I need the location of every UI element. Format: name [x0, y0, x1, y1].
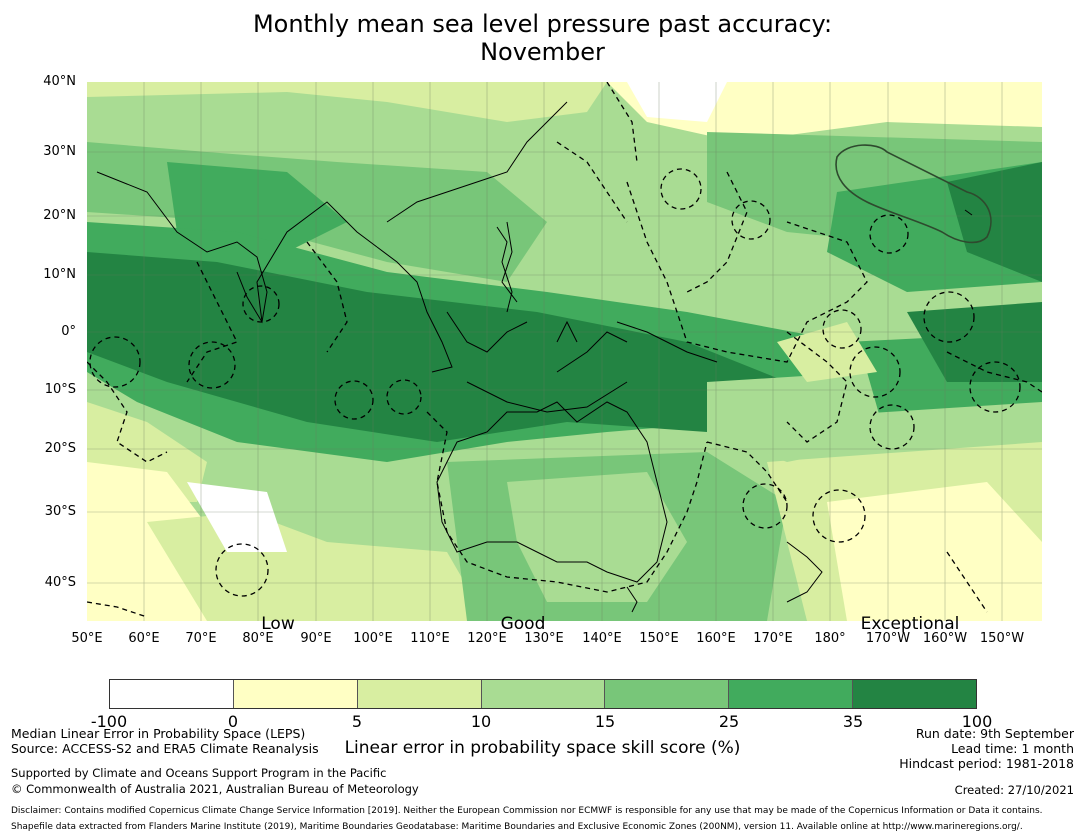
skill-map-canvas — [87, 82, 1042, 621]
lon-label-140e: 140°E — [582, 631, 622, 646]
chart-title-line2: November — [480, 38, 605, 66]
lon-label-80e: 80°E — [242, 631, 274, 646]
lon-label-60e: 60°E — [128, 631, 160, 646]
colorbar-segment — [729, 680, 854, 708]
colorbar-tick: 5 — [351, 712, 363, 731]
lon-label-50e: 50°E — [71, 631, 103, 646]
lat-label-40s: 40°S — [44, 575, 76, 590]
lon-label-100e: 100°E — [353, 631, 393, 646]
lon-label-120e: 120°E — [467, 631, 507, 646]
lat-label-40n: 40°N — [43, 74, 76, 89]
colorbar-segment — [853, 680, 977, 708]
lon-label-160e: 160°E — [696, 631, 736, 646]
skill-label-low: Low — [261, 614, 295, 634]
footer-method: Median Linear Error in Probability Space… — [11, 726, 306, 741]
colorbar-segment — [233, 680, 358, 708]
colorbar-tick: 15 — [594, 712, 616, 731]
footer-hindcast: Hindcast period: 1981-2018 — [899, 756, 1074, 771]
colorbar-tick: 0 — [227, 712, 239, 731]
footer-support: Supported by Climate and Oceans Support … — [11, 766, 387, 780]
lat-label-0: 0° — [61, 324, 76, 339]
colorbar-segment — [605, 680, 730, 708]
colorbar-segment — [357, 680, 482, 708]
lon-label-150w: 150°W — [979, 631, 1025, 646]
skill-label-good: Good — [500, 614, 546, 634]
lat-label-30s: 30°S — [44, 504, 76, 519]
colorbar-segment — [481, 680, 606, 708]
chart-title-line1: Monthly mean sea level pressure past acc… — [252, 10, 833, 38]
footer-copyright: © Commonwealth of Australia 2021, Austra… — [11, 782, 419, 796]
colorbar-tick: 10 — [470, 712, 492, 731]
lon-label-170e: 170°E — [753, 631, 793, 646]
lon-label-150e: 150°E — [639, 631, 679, 646]
colorbar — [109, 679, 977, 709]
lon-label-130e: 130°E — [524, 631, 564, 646]
lon-label-110e: 110°E — [410, 631, 450, 646]
footer-source: Source: ACCESS-S2 and ERA5 Climate Reana… — [11, 741, 319, 756]
colorbar-segment — [110, 680, 234, 708]
lat-label-10s: 10°S — [44, 382, 76, 397]
lat-label-20n: 20°N — [43, 208, 76, 223]
footer-shapefile-credit: Shapefile data extracted from Flanders M… — [11, 822, 1023, 832]
skill-map — [87, 82, 1042, 621]
lon-label-160w: 160°W — [922, 631, 968, 646]
colorbar-tick: -100 — [90, 712, 128, 731]
skill-label-exceptional: Exceptional — [860, 614, 960, 634]
lon-label-180: 180° — [814, 631, 846, 646]
lon-label-170w: 170°W — [865, 631, 911, 646]
colorbar-tick: 25 — [718, 712, 740, 731]
lon-label-70e: 70°E — [185, 631, 217, 646]
colorbar-label: Linear error in probability space skill … — [344, 738, 741, 758]
lat-label-30n: 30°N — [43, 144, 76, 159]
colorbar-tick: 100 — [961, 712, 993, 731]
lat-label-10n: 10°N — [43, 267, 76, 282]
lon-label-90e: 90°E — [300, 631, 332, 646]
footer-disclaimer: Disclaimer: Contains modified Copernicus… — [11, 806, 1043, 816]
colorbar-tick: 35 — [842, 712, 864, 731]
lat-label-20s: 20°S — [44, 441, 76, 456]
footer-lead-time: Lead time: 1 month — [951, 741, 1074, 756]
footer-created: Created: 27/10/2021 — [954, 783, 1074, 797]
footer-run-date: Run date: 9th September — [915, 726, 1074, 741]
